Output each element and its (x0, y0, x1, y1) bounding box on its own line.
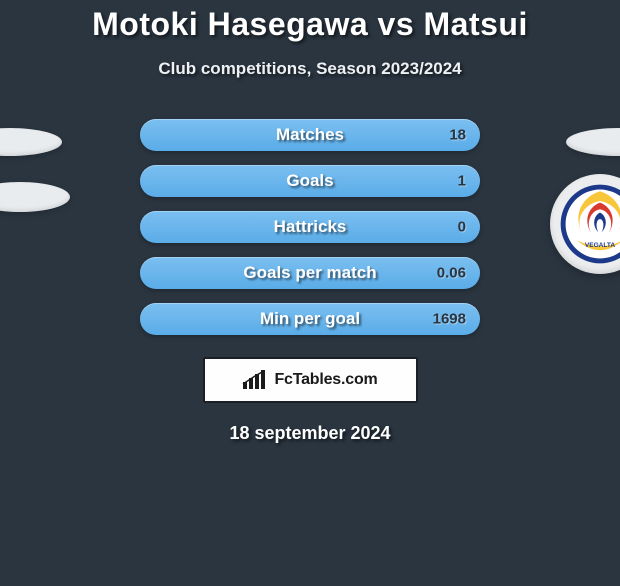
stat-value-right: 0 (458, 219, 466, 236)
stat-row: Min per goal 1698 (0, 303, 620, 335)
date-label: 18 september 2024 (0, 423, 620, 444)
stat-pill-mpg: Min per goal 1698 (140, 303, 480, 335)
stat-value-right: 0.06 (437, 265, 466, 282)
stat-label: Goals per match (243, 263, 376, 283)
brand-text: FcTables.com (274, 371, 377, 389)
svg-text:VEGALTA: VEGALTA (585, 242, 616, 249)
stat-pill-hattricks: Hattricks 0 (140, 211, 480, 243)
stat-label: Goals (286, 171, 333, 191)
stat-value-right: 1698 (433, 311, 466, 328)
stat-row: Goals 1 (0, 165, 620, 197)
stat-row: Goals per match 0.06 (0, 257, 620, 289)
page-title: Motoki Hasegawa vs Matsui (0, 6, 620, 43)
team-logo-right: VEGALTA (550, 174, 620, 274)
stat-value-right: 1 (458, 173, 466, 190)
stat-label: Min per goal (260, 309, 360, 329)
stat-pill-gpm: Goals per match 0.06 (140, 257, 480, 289)
stat-row: Hattricks 0 (0, 211, 620, 243)
vegalta-logo-icon: VEGALTA (559, 183, 620, 265)
subtitle: Club competitions, Season 2023/2024 (0, 59, 620, 79)
stat-pill-matches: Matches 18 (140, 119, 480, 151)
stat-row: Matches 18 (0, 119, 620, 151)
bar-chart-icon (242, 370, 268, 390)
stat-label: Hattricks (274, 217, 347, 237)
stats-list: Matches 18 Goals 1 Hattricks 0 Goals per… (0, 119, 620, 335)
stat-pill-goals: Goals 1 (140, 165, 480, 197)
stat-value-right: 18 (449, 127, 466, 144)
brand-box[interactable]: FcTables.com (203, 357, 418, 403)
stat-label: Matches (276, 125, 344, 145)
